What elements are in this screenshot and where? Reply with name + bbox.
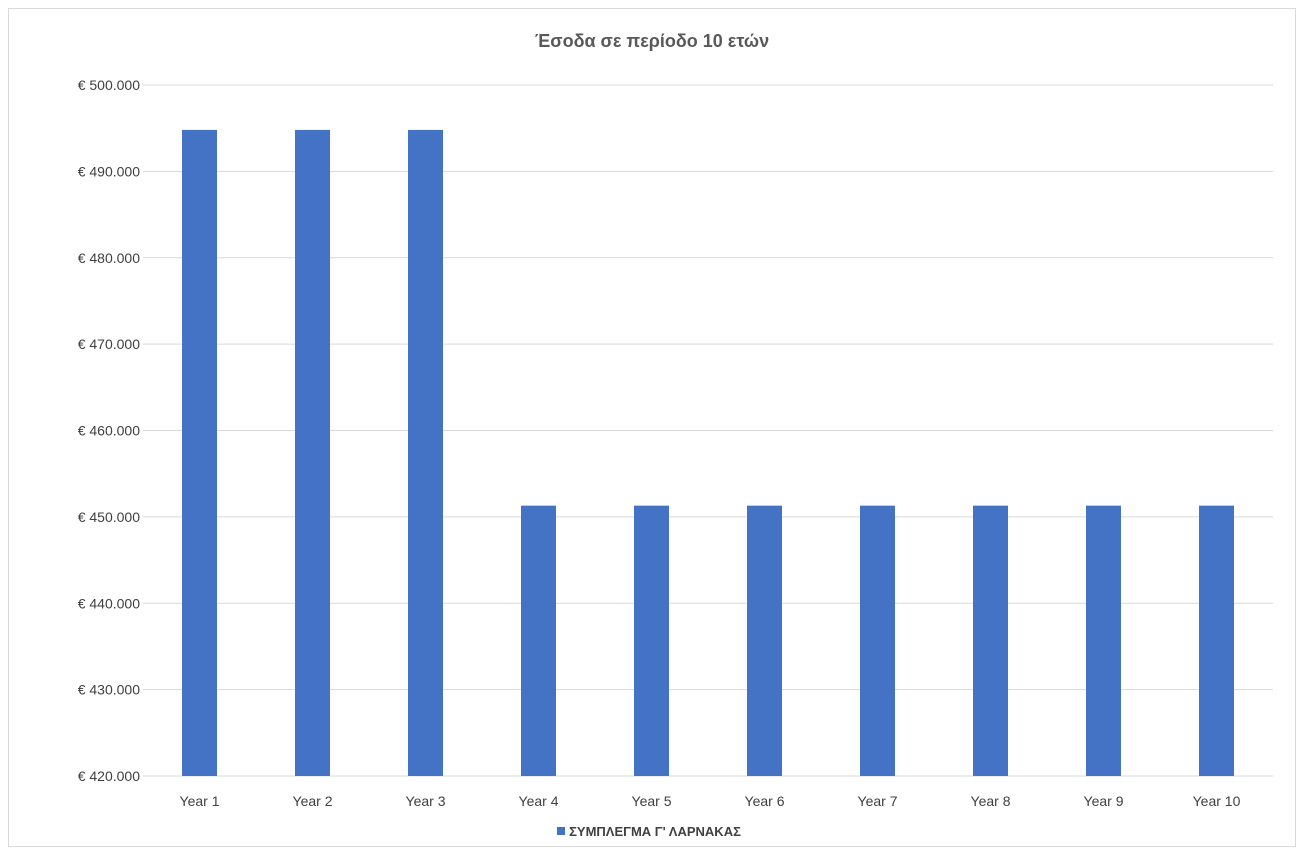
y-tick-label: € 430.000 xyxy=(78,682,140,698)
legend-label: ΣΥΜΠΛΕΓΜΑ Γ' ΛΑΡΝΑΚΑΣ xyxy=(569,824,741,839)
legend-swatch xyxy=(557,827,566,835)
bar xyxy=(182,129,217,777)
bar xyxy=(860,505,895,776)
y-tick-label: € 490.000 xyxy=(78,163,140,179)
x-tick-label: Year 6 xyxy=(745,793,785,809)
x-tick-label: Year 10 xyxy=(1193,793,1241,809)
y-tick-label: € 450.000 xyxy=(78,509,140,525)
bar xyxy=(1086,505,1121,776)
bar xyxy=(747,505,782,776)
legend: ΣΥΜΠΛΕΓΜΑ Γ' ΛΑΡΝΑΚΑΣ xyxy=(0,824,1298,839)
bar xyxy=(295,129,330,777)
y-tick-label: € 500.000 xyxy=(78,77,140,93)
y-tick-label: € 470.000 xyxy=(78,336,140,352)
gridlines xyxy=(143,84,1273,777)
x-tick-label: Year 4 xyxy=(519,793,559,809)
x-tick-label: Year 7 xyxy=(858,793,898,809)
y-tick-label: € 420.000 xyxy=(78,768,140,784)
x-tick-label: Year 9 xyxy=(1084,793,1124,809)
bar xyxy=(1199,505,1234,776)
y-tick-label: € 460.000 xyxy=(78,423,140,439)
x-axis-ticks: Year 1 Year 2 Year 3 Year 4 Year 5 Year 6 Year… xyxy=(180,793,1241,809)
bar xyxy=(634,505,669,776)
chart-title: Έσοδα σε περίοδο 10 ετών xyxy=(534,31,770,51)
x-tick-label: Year 2 xyxy=(293,793,333,809)
bar xyxy=(521,505,556,776)
y-axis-ticks: € 420.000 € 430.000 € 440.000 € 450.000 € 46… xyxy=(78,77,140,784)
y-tick-label: € 480.000 xyxy=(78,250,140,266)
x-tick-label: Year 1 xyxy=(180,793,220,809)
bar xyxy=(973,505,1008,776)
x-tick-label: Year 5 xyxy=(632,793,672,809)
bar xyxy=(408,129,443,777)
y-tick-label: € 440.000 xyxy=(78,595,140,611)
x-tick-label: Year 8 xyxy=(971,793,1011,809)
x-tick-label: Year 3 xyxy=(406,793,446,809)
bars xyxy=(182,129,1234,777)
